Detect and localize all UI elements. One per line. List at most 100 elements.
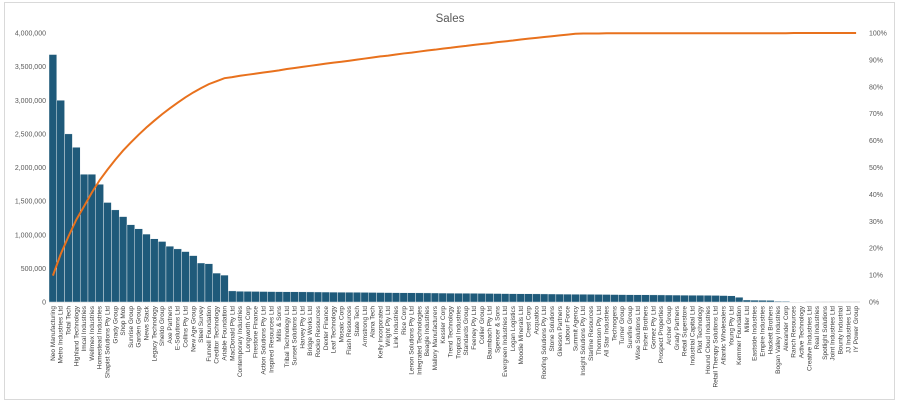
bar-28 (267, 291, 276, 303)
bar-46 (407, 292, 416, 303)
bar-48 (423, 292, 432, 303)
bar-73 (618, 294, 627, 303)
category-label: Fisher Brothers (643, 305, 650, 350)
y-tick-label: 3,000,000 (15, 98, 46, 105)
category-label: Acquatico (533, 306, 540, 335)
category-label: Rocko Resources (315, 305, 322, 357)
category-label: State Tech (354, 306, 361, 337)
category-label: Shop Mob (120, 306, 127, 336)
bar-88 (735, 297, 744, 303)
category-label: Contemporary Industries (237, 305, 244, 377)
y-tick-label: 4,000,000 (15, 31, 46, 38)
bar-77 (649, 294, 658, 303)
bar-4 (79, 174, 89, 303)
category-label: IY Power Group (853, 306, 860, 353)
bar-55 (477, 293, 486, 303)
bar-32 (298, 291, 307, 303)
category-label: Kemmer Foundation (736, 306, 743, 365)
bar-53 (462, 293, 471, 303)
bar-66 (563, 293, 572, 303)
category-label: Shapist Solutions Pty Ltd (104, 306, 111, 379)
category-label: Link Industries (393, 305, 400, 348)
bar-58 (501, 293, 510, 303)
category-label: MacDonald Pty Ltd (229, 306, 236, 361)
bar-78 (657, 294, 666, 303)
y2-tick-label: 90% (869, 57, 883, 64)
bar-8 (111, 209, 120, 303)
category-label: Hackett Brothers (767, 305, 774, 354)
bar-52 (454, 292, 463, 303)
category-label: Action Solutions Pty Ltd (260, 306, 267, 375)
bar-47 (415, 292, 424, 303)
bar-30 (282, 291, 291, 303)
category-label: Mallory Manufacturers (432, 305, 439, 370)
category-label: Starline Resources (588, 305, 595, 361)
bar-15 (165, 245, 174, 303)
category-label: Pilot Technology (697, 305, 704, 353)
category-label: Steel Survey (198, 305, 205, 343)
bar-62 (532, 293, 541, 303)
y2-tick-label: 50% (869, 165, 883, 172)
bar-90 (750, 299, 759, 303)
category-label: All Star Industries (604, 305, 611, 357)
category-label: Joint Industries Ltd (830, 306, 837, 361)
bar-13 (150, 238, 159, 303)
category-label: Evergreen Industries Ltd (502, 306, 509, 377)
category-label: Axe Partners (167, 305, 174, 343)
bar-49 (430, 292, 440, 303)
bar-71 (602, 294, 611, 303)
category-label: Wright Pty Ltd (385, 306, 392, 347)
category-label: Trend Technology (448, 305, 455, 357)
bar-93 (774, 300, 783, 303)
category-label: Wellmex Industries (89, 305, 96, 361)
bar-76 (641, 294, 650, 303)
category-label: Feeney Pty Ltd (471, 306, 478, 350)
y-tick-label: 500,000 (21, 266, 46, 273)
category-label: Atlantic Wholesalers (721, 305, 728, 365)
bar-1 (56, 100, 65, 303)
bar-29 (274, 291, 284, 303)
category-label: Ranch Resources (791, 305, 798, 357)
category-label: Prospect Properties (658, 305, 665, 363)
bar-38 (345, 292, 354, 303)
y2-tick-label: 70% (869, 111, 883, 118)
bar-0 (48, 54, 57, 303)
category-label: Ariable Foundation (221, 306, 228, 361)
category-label: Lenon Solutions Pty Ltd (409, 306, 416, 375)
category-label: Empire Industries (760, 305, 767, 356)
bar-7 (103, 202, 112, 303)
bar-57 (493, 293, 502, 303)
bar-25 (243, 291, 252, 303)
category-label: Standards Group (463, 306, 470, 356)
pareto-chart: Sales 0 500,000 1,000,000 1,500,000 2,000,00… (15, 13, 887, 388)
category-label: Rice Corp (401, 306, 408, 335)
category-label: Summit Agency (572, 305, 579, 351)
category-label: Bogan Valley Industries (775, 305, 782, 374)
bar-26 (251, 291, 260, 303)
category-label: Inspired Resources Ltd (268, 306, 275, 373)
category-label: Harvey Pty Ltd (299, 306, 306, 349)
category-label: Young Pty Ltd (728, 306, 735, 347)
bar-81 (680, 294, 689, 303)
category-label: Real Industries (814, 305, 821, 349)
y-tick-label: 2,500,000 (15, 131, 46, 138)
bar-19 (196, 262, 206, 303)
category-label: Spotlight Solutions (822, 305, 829, 360)
bar-65 (555, 293, 564, 303)
category-label: Longworth Corp (245, 306, 252, 353)
bar-68 (579, 294, 588, 303)
bar-34 (313, 291, 323, 303)
category-label: Alana Tech (370, 306, 377, 338)
category-label: Mills & Sons (276, 305, 283, 342)
bar-36 (329, 291, 338, 303)
category-label: Firestone Finance (253, 306, 260, 358)
bar-2 (64, 133, 73, 303)
y-tick-label: 2,000,000 (15, 165, 46, 172)
category-label: Industrial Capital Ltd (689, 306, 696, 366)
category-label: Beagle Industries (424, 305, 431, 356)
bar-39 (352, 292, 362, 303)
bar-91 (758, 300, 767, 303)
bar-87 (727, 295, 736, 303)
category-label: Kessler Corp (440, 306, 447, 344)
category-label: Retail Therapy Solutions Ltd (713, 306, 720, 388)
